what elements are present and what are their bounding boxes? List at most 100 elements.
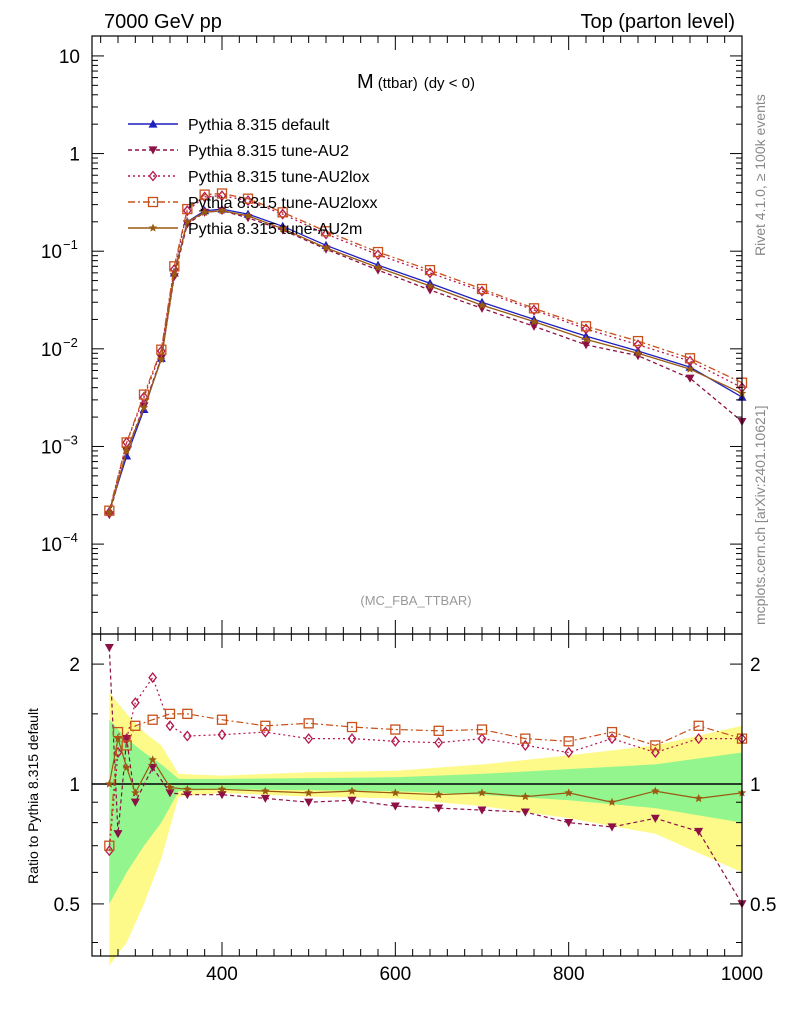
series-line-3 bbox=[108, 192, 743, 511]
series-4-point-1 bbox=[122, 446, 131, 455]
ratio-3-point-10 bbox=[346, 721, 358, 733]
series-1-point-14 bbox=[529, 322, 539, 331]
top-ytick-label-5: 10 bbox=[59, 47, 80, 68]
series-4-point-6 bbox=[200, 207, 209, 216]
legend-marker-2 bbox=[148, 170, 158, 182]
ratio-2-point-15 bbox=[564, 746, 574, 759]
ratio-1-point-1 bbox=[113, 830, 123, 839]
series-3-point-0 bbox=[104, 505, 115, 516]
series-1-point-17 bbox=[685, 374, 695, 383]
title-rest: (dy < 0) bbox=[424, 75, 475, 92]
series-2-point-14 bbox=[529, 304, 539, 316]
legend-label-3: Pythia 8.315 tune-AU2loxx bbox=[188, 195, 377, 212]
series-4-point-12 bbox=[425, 281, 435, 290]
ratio-3-point-18 bbox=[693, 720, 704, 731]
ratio-4-point-17 bbox=[651, 786, 660, 795]
ratio-2-point-16 bbox=[607, 733, 617, 745]
xtick-label-0: 400 bbox=[206, 964, 238, 985]
ratio-4-point-7 bbox=[217, 784, 227, 793]
series-4-point-5 bbox=[183, 217, 192, 226]
series-3-point-14 bbox=[528, 303, 540, 314]
ratio-2-point-3 bbox=[130, 697, 140, 709]
legend-marker-1 bbox=[148, 146, 158, 155]
series-4-point-8 bbox=[243, 211, 253, 220]
chart-title: M (ttbar) (dy < 0) bbox=[357, 71, 475, 93]
ratio-4-point-15 bbox=[564, 788, 573, 797]
ratio-1-point-17 bbox=[650, 814, 660, 823]
ratio-2-point-11 bbox=[390, 735, 400, 747]
ratio-3-point-6 bbox=[182, 708, 193, 720]
xtick-label-3: 1000 bbox=[721, 964, 763, 985]
series-4-point-16 bbox=[633, 348, 643, 357]
ratio-line-2 bbox=[108, 676, 742, 851]
mcplots-label: mcplots.cern.ch [arXiv:2401.10621] bbox=[752, 406, 768, 625]
ratio-1-point-16 bbox=[607, 823, 617, 832]
series-3-point-11 bbox=[372, 246, 384, 258]
ratio-ytick-label-right-0: 0.5 bbox=[750, 895, 776, 916]
ratio-4-point-5 bbox=[165, 783, 175, 792]
series-3-point-13 bbox=[476, 283, 488, 295]
ratio-1-point-4 bbox=[148, 763, 158, 773]
series-1-point-15 bbox=[581, 341, 591, 350]
ratio-2-point-5 bbox=[165, 720, 175, 732]
title-main: M bbox=[357, 71, 374, 93]
series-2-point-11 bbox=[373, 249, 383, 261]
ratio-4-point-16 bbox=[607, 797, 617, 806]
series-2-point-15 bbox=[581, 323, 591, 335]
ratio-4-point-2 bbox=[122, 763, 131, 772]
ratio-3-point-8 bbox=[260, 720, 271, 731]
ratio-1-point-5 bbox=[165, 789, 175, 798]
series-3-point-7 bbox=[216, 188, 228, 199]
ratio-4-point-9 bbox=[304, 788, 313, 797]
series-3-point-9 bbox=[277, 207, 288, 218]
series-3-point-15 bbox=[580, 321, 592, 332]
ratio-1-point-8 bbox=[260, 794, 270, 803]
ratio-2-point-12 bbox=[434, 737, 444, 749]
series-2-point-12 bbox=[425, 267, 435, 279]
ratio-3-point-15 bbox=[563, 736, 574, 747]
series-2-point-2 bbox=[139, 391, 149, 403]
ratio-4-point-18 bbox=[694, 793, 703, 803]
series-2-point-13 bbox=[477, 285, 487, 297]
series-1-point-13 bbox=[477, 304, 487, 313]
ratio-1-point-3 bbox=[130, 798, 140, 807]
title-sub: (ttbar) bbox=[378, 75, 418, 92]
ratio-2-point-10 bbox=[347, 733, 357, 745]
ratio-3-point-3 bbox=[130, 720, 141, 731]
ratio-frame bbox=[91, 633, 743, 957]
band-yellow bbox=[109, 692, 743, 966]
ratio-4-point-6 bbox=[183, 784, 192, 793]
series-4-point-4 bbox=[170, 269, 179, 278]
ratio-2-point-14 bbox=[520, 739, 530, 751]
series-4-point-13 bbox=[477, 300, 487, 309]
ratio-2-point-9 bbox=[304, 733, 314, 745]
ratio-1-point-12 bbox=[434, 804, 444, 813]
ratio-ytick-label-1: 1 bbox=[69, 775, 80, 796]
ratio-line-1 bbox=[108, 647, 743, 905]
series-4-point-17 bbox=[685, 364, 695, 373]
ratio-1-point-14 bbox=[520, 808, 530, 817]
series-4-point-3 bbox=[157, 354, 166, 363]
top-ytick-label-1: 10 bbox=[41, 437, 62, 458]
ratio-3-point-7 bbox=[216, 714, 228, 725]
series-3-point-10 bbox=[320, 226, 332, 237]
ratio-1-point-9 bbox=[304, 798, 314, 807]
ratio-4-point-4 bbox=[148, 755, 157, 764]
ratio-2-point-6 bbox=[182, 730, 192, 742]
ratio-1-point-0 bbox=[104, 644, 114, 653]
series-3-point-16 bbox=[632, 335, 644, 347]
ratio-ytick-label-0: 0.5 bbox=[54, 895, 80, 916]
ratio-3-point-16 bbox=[606, 726, 618, 738]
legend: Pythia 8.315 default Pythia 8.315 tune-AU… bbox=[128, 117, 377, 238]
series-4-point-9 bbox=[278, 224, 287, 233]
legend-label-1: Pythia 8.315 tune-AU2 bbox=[188, 143, 349, 160]
series-3-point-6 bbox=[199, 189, 210, 200]
ratio-ylabel: Ratio to Pythia 8.315 default bbox=[25, 708, 41, 884]
series-4-point-14 bbox=[529, 317, 539, 326]
ratio-2-point-7 bbox=[217, 729, 227, 741]
series-4-point-10 bbox=[321, 243, 331, 252]
ratio-bands bbox=[109, 692, 743, 966]
series-2-point-9 bbox=[278, 208, 288, 220]
ratio-3-point-5 bbox=[164, 708, 176, 720]
